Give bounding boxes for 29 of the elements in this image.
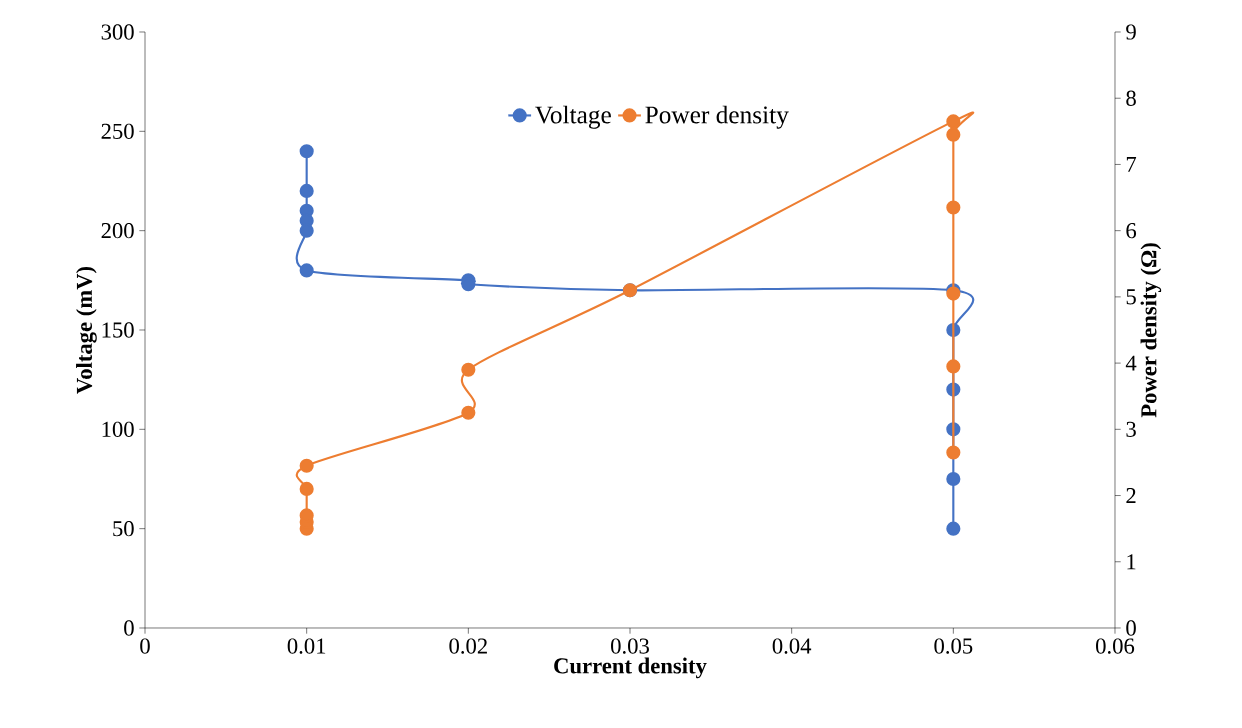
x-tick-label: 0.05 — [934, 638, 973, 654]
y2-tick-label: 3 — [1126, 421, 1136, 437]
y2-tick-label: 9 — [1126, 24, 1136, 40]
x-tick-label: 0.06 — [1096, 638, 1135, 654]
x-tick-label: 0.02 — [449, 638, 487, 654]
y2-tick-label: 2 — [1126, 488, 1136, 504]
y2-axis-title: Power density (Ω) — [1140, 243, 1162, 418]
y-tick-label: 300 — [101, 24, 134, 40]
y-axis-title: Voltage (mV) — [76, 266, 97, 394]
y2-tick-label: 0 — [1126, 620, 1136, 636]
x-tick-label: 0 — [140, 638, 150, 654]
x-tick-label: 0.01 — [287, 638, 326, 654]
y-tick-label: 100 — [102, 421, 134, 437]
y2-tick-label: 5 — [1126, 289, 1136, 305]
y2-tick-label: 6 — [1126, 223, 1137, 239]
x-axis-title: Current density — [554, 657, 707, 679]
y-tick-label: 50 — [113, 521, 134, 537]
y-tick-label: 200 — [101, 223, 134, 239]
x-tick-label: 0.04 — [772, 638, 812, 654]
y2-tick-label: 8 — [1126, 90, 1136, 106]
y2-tick-label: 7 — [1126, 157, 1137, 172]
y-tick-label: 0 — [124, 620, 134, 636]
y2-tick-label: 1 — [1127, 554, 1136, 570]
legend-label: Power density — [645, 105, 789, 129]
y-tick-label: 250 — [101, 123, 134, 139]
legend-label: Voltage — [535, 105, 611, 129]
y2-tick-label: 4 — [1125, 355, 1137, 371]
x-tick-label: 0.03 — [611, 638, 649, 654]
y-tick-label: 150 — [102, 322, 134, 338]
